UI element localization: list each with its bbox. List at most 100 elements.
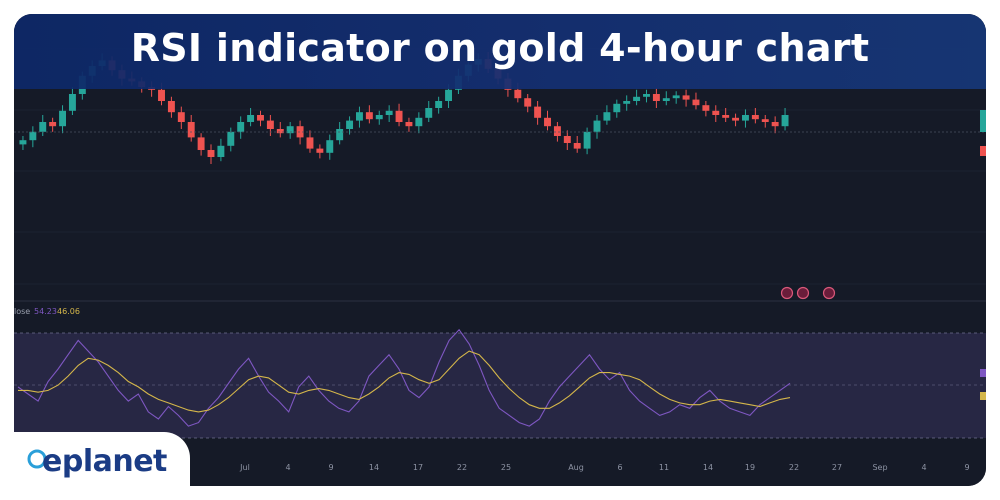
x-tick-label: 14 — [369, 463, 379, 472]
candle-body — [534, 106, 542, 118]
page-title: RSI indicator on gold 4-hour chart — [130, 26, 870, 70]
brand-logo-text: eplanet — [42, 444, 167, 479]
candle-body — [306, 137, 314, 149]
x-tick-label: 4 — [921, 463, 926, 472]
candle-body — [415, 117, 423, 127]
rsi-legend-label: lose — [14, 307, 30, 316]
price-scale-marker-down — [980, 146, 986, 156]
rsi-line — [17, 328, 791, 427]
candle-body — [573, 143, 581, 149]
candle-body — [682, 95, 690, 100]
candle-body — [187, 122, 195, 138]
candle-body — [177, 112, 185, 122]
candle-body — [553, 126, 561, 136]
x-tick-label: 11 — [659, 463, 669, 472]
calendar-event-icon[interactable] — [796, 286, 810, 300]
candle-body — [405, 122, 413, 127]
rsi-scale-marker — [980, 369, 986, 377]
candle-body — [286, 126, 294, 134]
candle-body — [722, 115, 730, 118]
x-axis-ticks: Jul 4 9 14 17 22 25 Aug 6 11 14 19 22 27 Sep 4 9 — [239, 463, 969, 472]
economic-events[interactable] — [780, 286, 836, 300]
candle-body — [296, 126, 304, 138]
candle-body — [702, 105, 710, 111]
title-banner — [14, 14, 986, 89]
candle-body — [771, 122, 779, 127]
planet-icon — [27, 449, 47, 469]
candle-body — [563, 136, 571, 143]
x-tick-label: 19 — [745, 463, 755, 472]
candle-body — [197, 137, 205, 150]
x-tick-label: 22 — [457, 463, 467, 472]
candle-body — [276, 129, 284, 134]
candle-body — [643, 94, 650, 97]
calendar-event-icon[interactable] — [780, 286, 794, 300]
candle-body — [524, 98, 532, 107]
candle-body — [751, 115, 759, 120]
candle-body — [167, 101, 175, 113]
rsi-ma-scale-marker — [980, 392, 986, 400]
x-tick-label: Jul — [239, 463, 250, 472]
candle-body — [316, 148, 324, 153]
x-tick-label: 25 — [501, 463, 511, 472]
brand-badge — [0, 432, 190, 490]
candle-body — [395, 110, 403, 122]
x-tick-label: Sep — [872, 463, 887, 472]
x-tick-label: 17 — [413, 463, 423, 472]
candle-body — [346, 120, 354, 129]
candle-body — [425, 108, 433, 118]
rsi-ma-line — [18, 350, 791, 413]
candle-body — [623, 101, 631, 104]
candle-body — [336, 129, 344, 141]
x-tick-label: 14 — [703, 463, 713, 472]
candle-body — [59, 110, 67, 127]
candle-body — [712, 110, 720, 115]
rsi-ma-legend-value: 46.06 — [57, 307, 80, 316]
rsi-band — [14, 333, 986, 438]
candle-body — [49, 122, 57, 127]
candle-body — [326, 140, 334, 153]
candle-body — [544, 117, 551, 127]
calendar-event-icon[interactable] — [822, 286, 836, 300]
candle-body — [355, 112, 363, 121]
candle-body — [68, 94, 76, 111]
candle-body — [247, 115, 255, 122]
x-tick-label: 22 — [789, 463, 799, 472]
candle-body — [385, 110, 393, 115]
x-tick-label: 9 — [328, 463, 333, 472]
candle-body — [662, 98, 670, 101]
price-scale-marker-up — [980, 110, 986, 132]
candle-body — [514, 89, 522, 99]
candle-body — [613, 103, 621, 113]
candle-body — [692, 99, 700, 106]
candle-body — [781, 115, 789, 127]
candle-body — [732, 117, 740, 121]
x-tick-label: 6 — [617, 463, 622, 472]
candle-body — [158, 89, 165, 101]
candle-body — [375, 115, 383, 120]
candle-body — [652, 94, 660, 101]
candle-body — [39, 122, 47, 132]
candle-body — [237, 122, 245, 132]
candle-body — [257, 115, 264, 121]
candle-body — [672, 95, 680, 99]
chart-card: lose 54.23 46.06 Jul 4 9 14 17 22 25 Aug 6 11 14 19… — [14, 14, 986, 486]
candle-body — [741, 115, 749, 121]
candle-body — [583, 131, 591, 149]
candle-body — [266, 120, 274, 129]
candle-body — [633, 96, 641, 101]
candle-body — [29, 131, 37, 141]
candle-body — [217, 145, 225, 157]
rsi-legend-value: 54.23 — [34, 307, 57, 316]
candle-body — [603, 112, 611, 121]
candle-body — [445, 89, 453, 101]
candle-body — [19, 140, 27, 145]
candle-body — [207, 150, 215, 157]
gold-4h-chart: lose 54.23 46.06 Jul 4 9 14 17 22 25 Aug 6 11 14 19… — [14, 14, 986, 486]
candle-body — [761, 119, 769, 122]
x-tick-label: 9 — [964, 463, 969, 472]
x-tick-label: Aug — [568, 463, 584, 472]
x-tick-label: 4 — [285, 463, 290, 472]
candle-body — [365, 112, 373, 120]
candle-body — [593, 120, 601, 132]
